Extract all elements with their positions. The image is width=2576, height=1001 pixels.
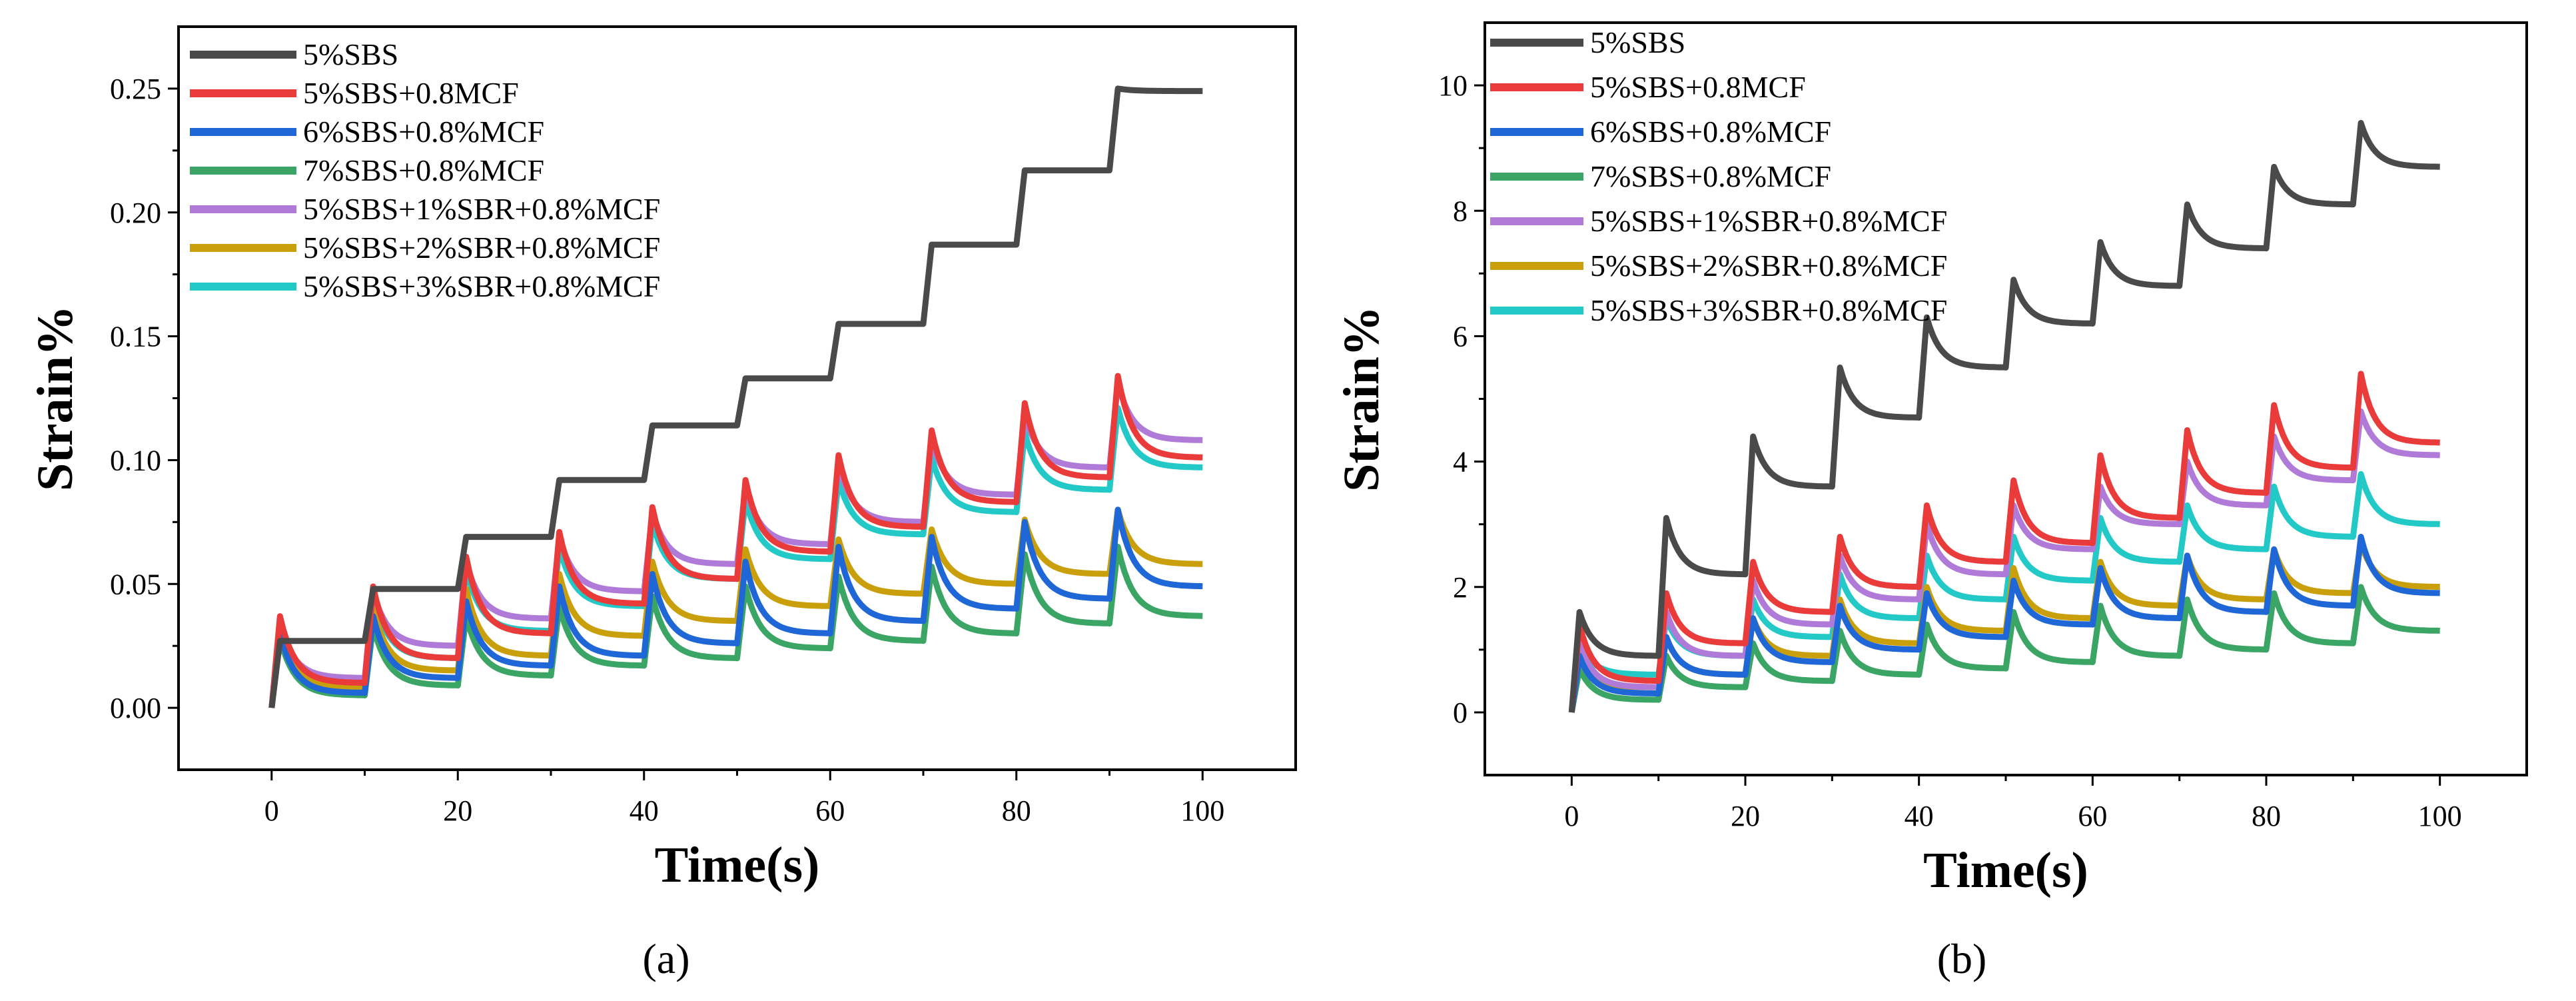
series-line-s6sbs_mcf bbox=[268, 506, 1203, 708]
x-tick-label: 100 bbox=[2418, 800, 2462, 832]
legend-label: 5%SBS+0.8MCF bbox=[303, 76, 519, 110]
legend-label: 7%SBS+0.8%MCF bbox=[303, 153, 544, 187]
legend-label: 6%SBS+0.8%MCF bbox=[303, 115, 544, 149]
x-tick-label: 20 bbox=[1731, 800, 1760, 832]
y-tick-label: 10 bbox=[1438, 69, 1468, 102]
y-tick-label: 0.25 bbox=[110, 73, 161, 105]
legend-label: 5%SBS+2%SBR+0.8%MCF bbox=[1590, 249, 1947, 283]
legend-label: 7%SBS+0.8%MCF bbox=[1590, 159, 1831, 193]
legend-label: 5%SBS bbox=[303, 37, 398, 71]
series-line-s6sbs_mcf bbox=[1568, 534, 2440, 713]
x-tick-label: 60 bbox=[815, 794, 845, 827]
series-line-s7sbs_mcf bbox=[268, 544, 1203, 708]
x-tick-label: 0 bbox=[264, 794, 279, 827]
x-axis-title: Time(s) bbox=[1923, 842, 2088, 898]
y-axis-title: Strain% bbox=[1334, 306, 1390, 492]
chart-panel-1: 0 20 40 60 80 100 0 2 4 6 8 10 Time(s) Strain% 5%SBS 5%… bbox=[1334, 21, 2528, 982]
y-tick-label: 4 bbox=[1453, 446, 1468, 479]
y-tick-label: 0.20 bbox=[110, 197, 161, 229]
series-line-s5sbs bbox=[1568, 120, 2440, 713]
panel-caption: (b) bbox=[1937, 935, 1987, 982]
legend-label: 5%SBS+0.8MCF bbox=[1590, 70, 1806, 104]
y-tick-label: 8 bbox=[1453, 195, 1468, 227]
legend-label: 5%SBS+1%SBR+0.8%MCF bbox=[303, 192, 660, 226]
y-tick-label: 0.05 bbox=[110, 568, 161, 600]
y-tick-label: 2 bbox=[1453, 571, 1468, 604]
series-line-s5sbs_mcf bbox=[1568, 371, 2440, 713]
series-line-s5sbs_1sbr bbox=[1568, 408, 2440, 713]
y-tick-label: 0.15 bbox=[110, 321, 161, 353]
legend-label: 6%SBS+0.8%MCF bbox=[1590, 115, 1831, 149]
panel-caption: (a) bbox=[642, 935, 689, 982]
x-tick-label: 40 bbox=[1905, 800, 1934, 832]
x-tick-label: 40 bbox=[630, 794, 659, 827]
x-axis-title: Time(s) bbox=[655, 837, 820, 893]
series-line-s5sbs_3sbr bbox=[1568, 471, 2440, 713]
chart-panel-0: 0 20 40 60 80 100 0.00 0.05 0.10 0.15 0.20 0.25 Time… bbox=[27, 25, 1297, 982]
x-tick-label: 20 bbox=[443, 794, 472, 827]
x-tick-label: 80 bbox=[2252, 800, 2281, 832]
x-tick-label: 80 bbox=[1002, 794, 1031, 827]
series-line-s5sbs bbox=[268, 85, 1203, 708]
legend-label: 5%SBS+2%SBR+0.8%MCF bbox=[303, 231, 660, 265]
x-tick-label: 60 bbox=[2078, 800, 2107, 832]
legend-label: 5%SBS+3%SBR+0.8%MCF bbox=[303, 269, 660, 303]
x-tick-label: 0 bbox=[1564, 800, 1579, 832]
legend-label: 5%SBS bbox=[1590, 25, 1685, 59]
legend-label: 5%SBS+1%SBR+0.8%MCF bbox=[1590, 204, 1947, 238]
series-line-s5sbs_mcf bbox=[268, 373, 1203, 708]
legend-label: 5%SBS+3%SBR+0.8%MCF bbox=[1590, 293, 1947, 327]
y-axis-title: Strain% bbox=[27, 305, 83, 491]
y-tick-label: 0.00 bbox=[110, 692, 161, 724]
y-tick-label: 0 bbox=[1453, 696, 1468, 729]
series-line-s7sbs_mcf bbox=[1568, 584, 2440, 713]
y-tick-label: 6 bbox=[1453, 320, 1468, 353]
x-tick-label: 100 bbox=[1180, 794, 1224, 827]
y-tick-label: 0.10 bbox=[110, 444, 161, 477]
